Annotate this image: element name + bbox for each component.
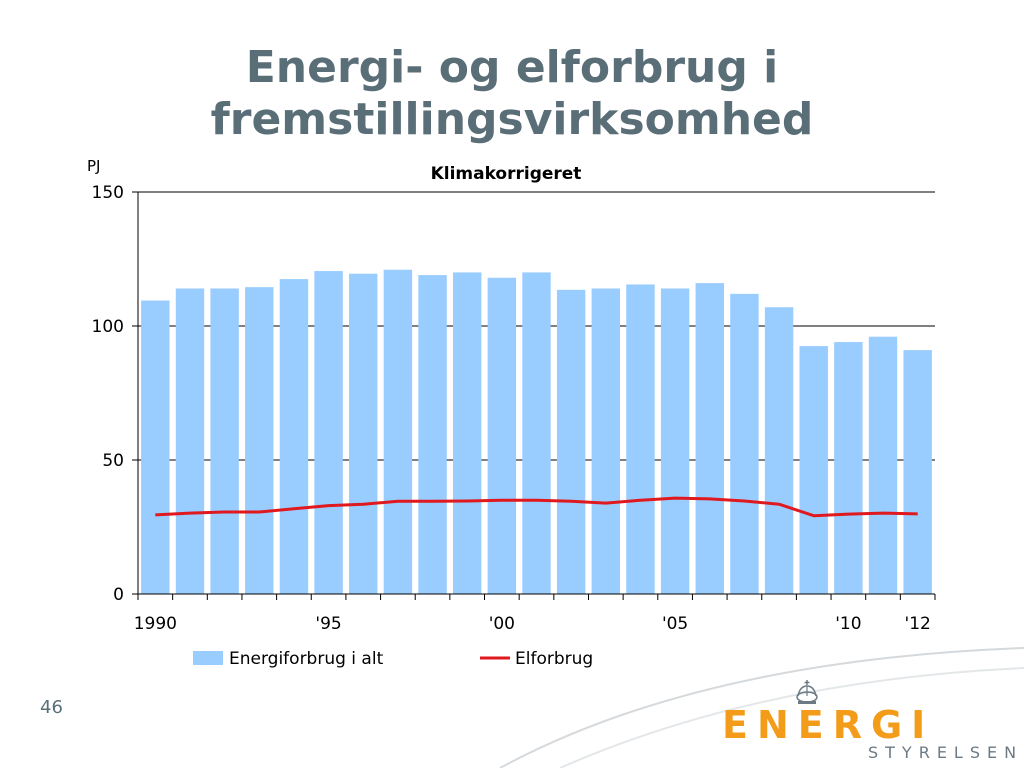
slide-title-line-1: Energi- og elforbrug i xyxy=(245,42,779,93)
y-tick-label: 150 xyxy=(92,183,124,203)
bar-1991 xyxy=(175,288,205,594)
x-tick-label: '10 xyxy=(835,614,861,634)
bar-2012 xyxy=(903,350,932,594)
x-tick-label: '95 xyxy=(315,614,341,634)
energistyrelsen-logo: ENERGI STYRELSEN xyxy=(722,680,1016,762)
y-tick-label: 0 xyxy=(113,585,124,605)
y-tick-label: 50 xyxy=(102,451,124,471)
crown-icon xyxy=(796,680,818,704)
bar-2006 xyxy=(695,283,724,594)
legend-label-line: Elforbrug xyxy=(515,649,593,669)
chart-bars xyxy=(141,269,932,594)
bar-2009 xyxy=(799,346,828,594)
x-tick-label: 1990 xyxy=(134,614,177,634)
logo-subtitle: STYRELSEN xyxy=(868,743,1024,762)
chart-axes xyxy=(132,191,936,600)
bar-1998 xyxy=(418,275,447,594)
bar-1990 xyxy=(141,300,170,594)
bar-2002 xyxy=(556,289,586,594)
legend-label-bar: Energiforbrug i alt xyxy=(229,649,384,669)
bar-1992 xyxy=(210,288,239,594)
bar-2011 xyxy=(868,336,898,594)
bar-1996 xyxy=(349,273,378,594)
bar-1997 xyxy=(383,269,413,594)
bar-1993 xyxy=(245,287,274,594)
bar-2000 xyxy=(487,277,517,594)
y-tick-label: 100 xyxy=(92,317,124,337)
chart-title: Klimakorrigeret xyxy=(431,164,582,184)
line-Elforbrug xyxy=(155,496,918,518)
bar-2008 xyxy=(764,307,794,594)
energy-chart: 0 50 100 150 1990 '95 '00 '05 '10 '12 Klimakorrige… xyxy=(87,157,936,669)
bar-1999 xyxy=(452,272,482,594)
bar-2004 xyxy=(626,284,655,594)
page-number: 46 xyxy=(40,697,63,718)
bar-1995 xyxy=(314,271,343,594)
y-axis-label: PJ xyxy=(87,157,100,175)
x-tick-label: '12 xyxy=(905,614,931,634)
slide-title: Energi- og elforbrug i fremstillingsvirk… xyxy=(0,42,1024,146)
bar-2007 xyxy=(730,293,759,594)
bar-1994 xyxy=(279,279,309,594)
bar-2001 xyxy=(522,272,551,594)
bar-2005 xyxy=(660,288,690,594)
bar-2003 xyxy=(591,288,621,594)
slide-title-line-2: fremstillingsvirksomhed xyxy=(210,94,814,145)
bar-2010 xyxy=(834,342,863,594)
chart-line xyxy=(155,496,918,518)
x-tick-label: '00 xyxy=(489,614,515,634)
logo-wordmark: ENERGI xyxy=(722,703,935,747)
x-tick-label: '05 xyxy=(662,614,688,634)
chart-labels: 0 50 100 150 1990 '95 '00 '05 '10 '12 Klimakorrige… xyxy=(87,157,931,634)
chart-legend: Energiforbrug i alt Elforbrug xyxy=(193,649,593,669)
legend-swatch-bar xyxy=(193,651,223,665)
